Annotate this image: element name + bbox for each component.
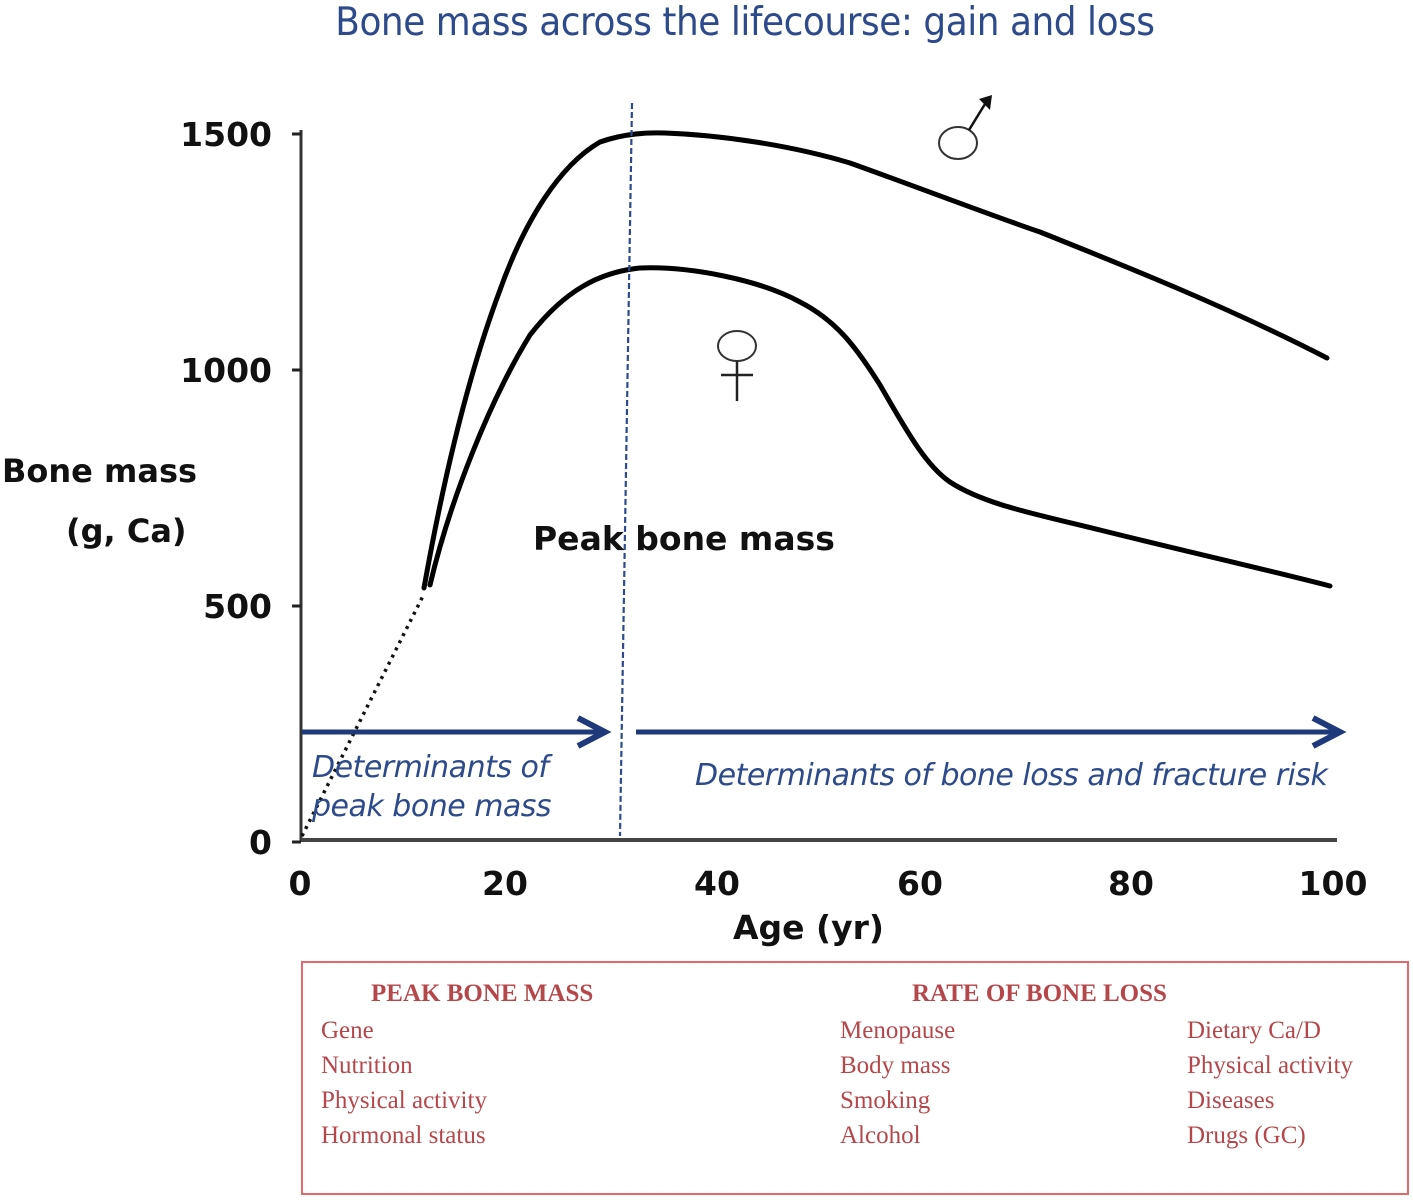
female-curve xyxy=(427,265,1333,589)
peak-bone-mass-label: Peak bone mass xyxy=(533,519,835,558)
loss-factor-item: Dietary Ca/D xyxy=(1187,1017,1321,1044)
factors-box: PEAK BONE MASS Gene Nutrition Physical a… xyxy=(301,961,1409,1195)
y-tick-label: 1500 xyxy=(180,115,272,154)
loss-factor-item: Menopause xyxy=(840,1017,956,1044)
loss-factor-item: Physical activity xyxy=(1187,1052,1353,1079)
x-axis-label: Age (yr) xyxy=(733,908,884,947)
female-symbol-icon xyxy=(717,330,757,401)
chart-title: Bone mass across the lifecourse: gain an… xyxy=(335,0,1155,45)
loss-factor-item: Diseases xyxy=(1187,1087,1275,1114)
y-tick-label: 500 xyxy=(203,587,272,626)
peak-factor-item: Physical activity xyxy=(321,1087,487,1114)
loss-factor-item: Body mass xyxy=(840,1052,951,1079)
loss-factor-list-col2: Dietary Ca/D Physical activity Diseases … xyxy=(1187,1013,1353,1153)
loss-factor-item: Smoking xyxy=(840,1087,931,1114)
y-axis-label-line1: Bone mass xyxy=(2,452,198,490)
axes xyxy=(292,130,1337,844)
x-tick-label: 80 xyxy=(1108,864,1154,903)
peak-bone-mass-heading: PEAK BONE MASS xyxy=(371,980,594,1007)
male-symbol-icon xyxy=(938,95,992,160)
peak-factor-list: Gene Nutrition Physical activity Hormona… xyxy=(321,1013,487,1153)
peak-determinants-label-line2: peak bone mass xyxy=(312,789,552,824)
loss-determinants-label: Determinants of bone loss and fracture r… xyxy=(695,758,1328,793)
loss-factor-item: Alcohol xyxy=(840,1122,921,1149)
peak-factor-item: Nutrition xyxy=(321,1052,413,1079)
loss-factor-item: Drugs (GC) xyxy=(1187,1122,1306,1149)
peak-determinants-label-line1: Determinants of xyxy=(312,750,549,785)
y-axis-label-line2: (g, Ca) xyxy=(66,512,187,550)
peak-dashed-line xyxy=(618,102,634,837)
x-tick-label: 100 xyxy=(1298,864,1368,903)
rate-of-bone-loss-heading: RATE OF BONE LOSS xyxy=(912,980,1167,1007)
loss-factor-list-col1: Menopause Body mass Smoking Alcohol xyxy=(840,1013,955,1153)
loss-determinants-arrow xyxy=(636,715,1347,749)
x-tick-label: 0 xyxy=(288,864,312,903)
peak-factor-item: Gene xyxy=(321,1017,374,1044)
y-tick-label: 0 xyxy=(249,823,272,862)
peak-factor-item: Hormonal status xyxy=(321,1122,486,1149)
y-tick-label: 1000 xyxy=(180,351,272,390)
x-tick-label: 40 xyxy=(694,864,740,903)
x-tick-label: 60 xyxy=(897,864,943,903)
peak-determinants-arrow xyxy=(302,715,612,749)
male-curve xyxy=(421,130,1330,591)
x-tick-label: 20 xyxy=(482,864,528,903)
